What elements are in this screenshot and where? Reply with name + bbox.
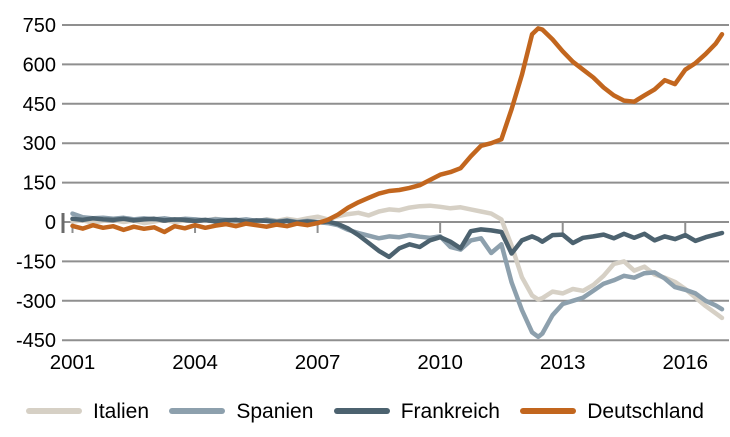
- y-axis-label--300: -300: [16, 291, 56, 313]
- y-axis-label-150: 150: [23, 173, 56, 195]
- y-axis-label--150: -150: [16, 251, 56, 273]
- y-axis-label-600: 600: [23, 54, 56, 76]
- legend-label-spanien: Spanien: [236, 399, 314, 423]
- x-axis-label-2016: 2016: [662, 351, 708, 374]
- legend-label-italien: Italien: [93, 399, 150, 423]
- x-axis-label-2004: 2004: [172, 351, 218, 374]
- x-axis-label-2001: 2001: [50, 351, 96, 374]
- legend-label-frankreich: Frankreich: [400, 399, 500, 423]
- x-axis-label-2010: 2010: [417, 351, 463, 374]
- legend-label-deutschland: Deutschland: [587, 399, 704, 423]
- legend-item-deutschland: Deutschland: [520, 401, 704, 422]
- legend-item-italien: Italien: [26, 401, 149, 422]
- legend-item-spanien: Spanien: [169, 401, 313, 422]
- chart-legend: Italien Spanien Frankreich Deutschland: [0, 385, 730, 437]
- y-axis-label-300: 300: [23, 133, 56, 155]
- legend-item-frankreich: Frankreich: [333, 399, 500, 423]
- y-axis-label--450: -450: [16, 330, 56, 352]
- series-line-frankreich: [70, 216, 725, 260]
- x-axis-label-2007: 2007: [295, 351, 341, 374]
- y-axis-label-750: 750: [23, 15, 56, 37]
- legend-line-swatch-deutschland: [520, 408, 577, 414]
- y-axis-label-0: 0: [45, 212, 56, 234]
- legend-line-swatch-italien: [26, 408, 82, 414]
- legend-line-swatch-frankreich: [333, 408, 390, 414]
- x-axis-label-2013: 2013: [540, 351, 586, 374]
- legend-line-swatch-spanien: [169, 408, 226, 414]
- y-axis-label-450: 450: [23, 94, 56, 116]
- series-line-deutschland: [70, 26, 725, 235]
